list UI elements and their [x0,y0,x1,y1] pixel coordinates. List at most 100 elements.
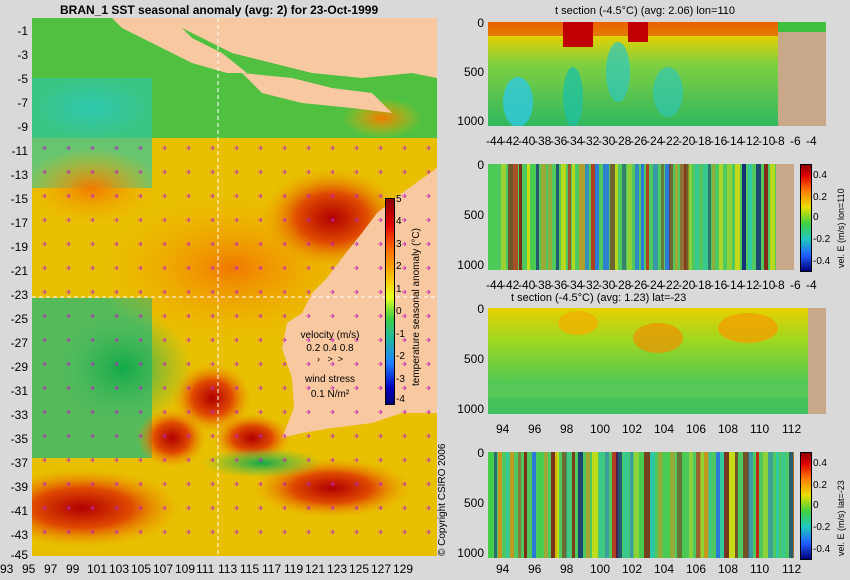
velocity-arrow [354,433,359,439]
velocity-arrow [282,241,287,247]
velocity-arrow [138,313,143,319]
velocity-arrow [210,169,215,175]
velocity-arrow [114,457,119,463]
velocity-arrow [258,217,263,223]
panel4-y-ticks: 0 500 1000 [452,446,484,564]
velocity-arrow [426,433,431,439]
velocity-arrow [42,457,47,463]
velocity-arrow [210,337,215,343]
map-y-tick: -33 [10,408,28,422]
velocity-arrow [234,193,239,199]
velocity-arrow [306,145,311,151]
panel4-x-ticks: 94 96 98 100 102 104 106 108 110 112 [496,562,826,578]
velocity-arrow [210,289,215,295]
velocity-arrow [138,505,143,511]
map-colorbar-label: temperature seasonal anomaly (°C) [411,228,422,386]
map-x-tick: 129 [393,562,414,576]
panel-x-tick: 110 [750,562,770,576]
panel-x-tick: -20 [678,278,696,292]
velocity-arrow [162,313,167,319]
panel1-y-ticks: 0 500 1000 [452,16,484,132]
map-x-tick: 115 [240,562,260,576]
velocity-arrow [42,289,47,295]
velocity-arrow [258,481,263,487]
panel-y-tick: 500 [463,352,484,366]
velocity-arrow [114,361,119,367]
panel2-colorbar [800,164,812,272]
velocity-arrow [114,505,119,511]
panel-y-tick: 500 [463,65,484,79]
panel-x-tick: -14 [726,278,744,292]
velocity-band [743,452,749,558]
velocity-arrow [66,265,71,271]
colorbar-tick: -0.2 [813,234,831,245]
panel-y-tick: 0 [477,158,484,172]
panel-y-tick: 0 [477,302,484,316]
velocity-arrow [114,169,119,175]
velocity-arrow [426,313,431,319]
panel-x-tick: -34 [566,278,584,292]
velocity-arrow [90,337,95,343]
velocity-arrow [330,337,335,343]
velocity-band [615,164,618,270]
map-x-tick: 99 [66,562,80,576]
velocity-band [644,452,650,558]
panel-x-tick: 104 [654,562,675,576]
velocity-arrow [114,217,119,223]
velocity-band [513,164,518,270]
velocity-band [538,452,543,558]
panel-x-tick: -22 [662,278,680,292]
velocity-arrow [162,217,167,223]
velocity-arrow [354,145,359,151]
velocity-arrow [306,529,311,535]
velocity-arrow [282,145,287,151]
map-x-tick: 121 [305,562,326,576]
colorbar-tick: 0.4 [813,170,827,181]
colorbar-tick: -1 [396,329,405,340]
velocity-arrow [186,505,191,511]
velocity-band [524,452,527,558]
velocity-arrow [258,265,263,271]
velocity-arrow [330,529,335,535]
velocity-band [781,452,786,558]
velocity-band [688,164,692,270]
velocity-arrow [114,529,119,535]
velocity-arrow [306,505,311,511]
map-x-tick: 111 [196,562,215,576]
velocity-band [562,452,567,558]
velocity-arrow [258,361,263,367]
velocity-arrow [378,265,383,271]
colorbar-tick: -3 [396,374,405,385]
velocity-arrow [162,265,167,271]
colorbar-tick: -2 [396,351,405,362]
velocity-arrow [282,193,287,199]
velocity-arrow [66,409,71,415]
velocity-arrow [354,361,359,367]
velocity-arrow [162,169,167,175]
velocity-arrow [162,457,167,463]
panel-x-tick: 102 [622,422,643,436]
colorbar-tick: 0 [813,500,819,511]
velocity-band [634,452,639,558]
velocity-arrow [66,529,71,535]
panel3-temperature-section-lat-23 [488,308,826,414]
velocity-arrow [426,265,431,271]
panel-x-tick: -8 [774,278,785,292]
velocity-arrow [354,385,359,391]
velocity-arrow [402,241,407,247]
velocity-arrow [306,337,311,343]
velocity-arrow [114,481,119,487]
velocity-band [623,452,629,558]
panel2-x-ticks: -44 -42 -40 -38 -36 -34 -32 -30 -28 -26 … [486,278,826,294]
velocity-arrow [42,433,47,439]
velocity-band [666,452,672,558]
velocity-arrow [354,409,359,415]
map-y-tick: -13 [10,168,28,182]
map-title: BRAN_1 SST seasonal anomaly (avg: 2) for… [60,3,379,17]
velocity-arrow [234,337,239,343]
velocity-arrow [402,313,407,319]
velocity-arrow [138,169,143,175]
velocity-arrow [162,505,167,511]
velocity-arrow [186,289,191,295]
panel-x-tick: 110 [750,422,770,436]
